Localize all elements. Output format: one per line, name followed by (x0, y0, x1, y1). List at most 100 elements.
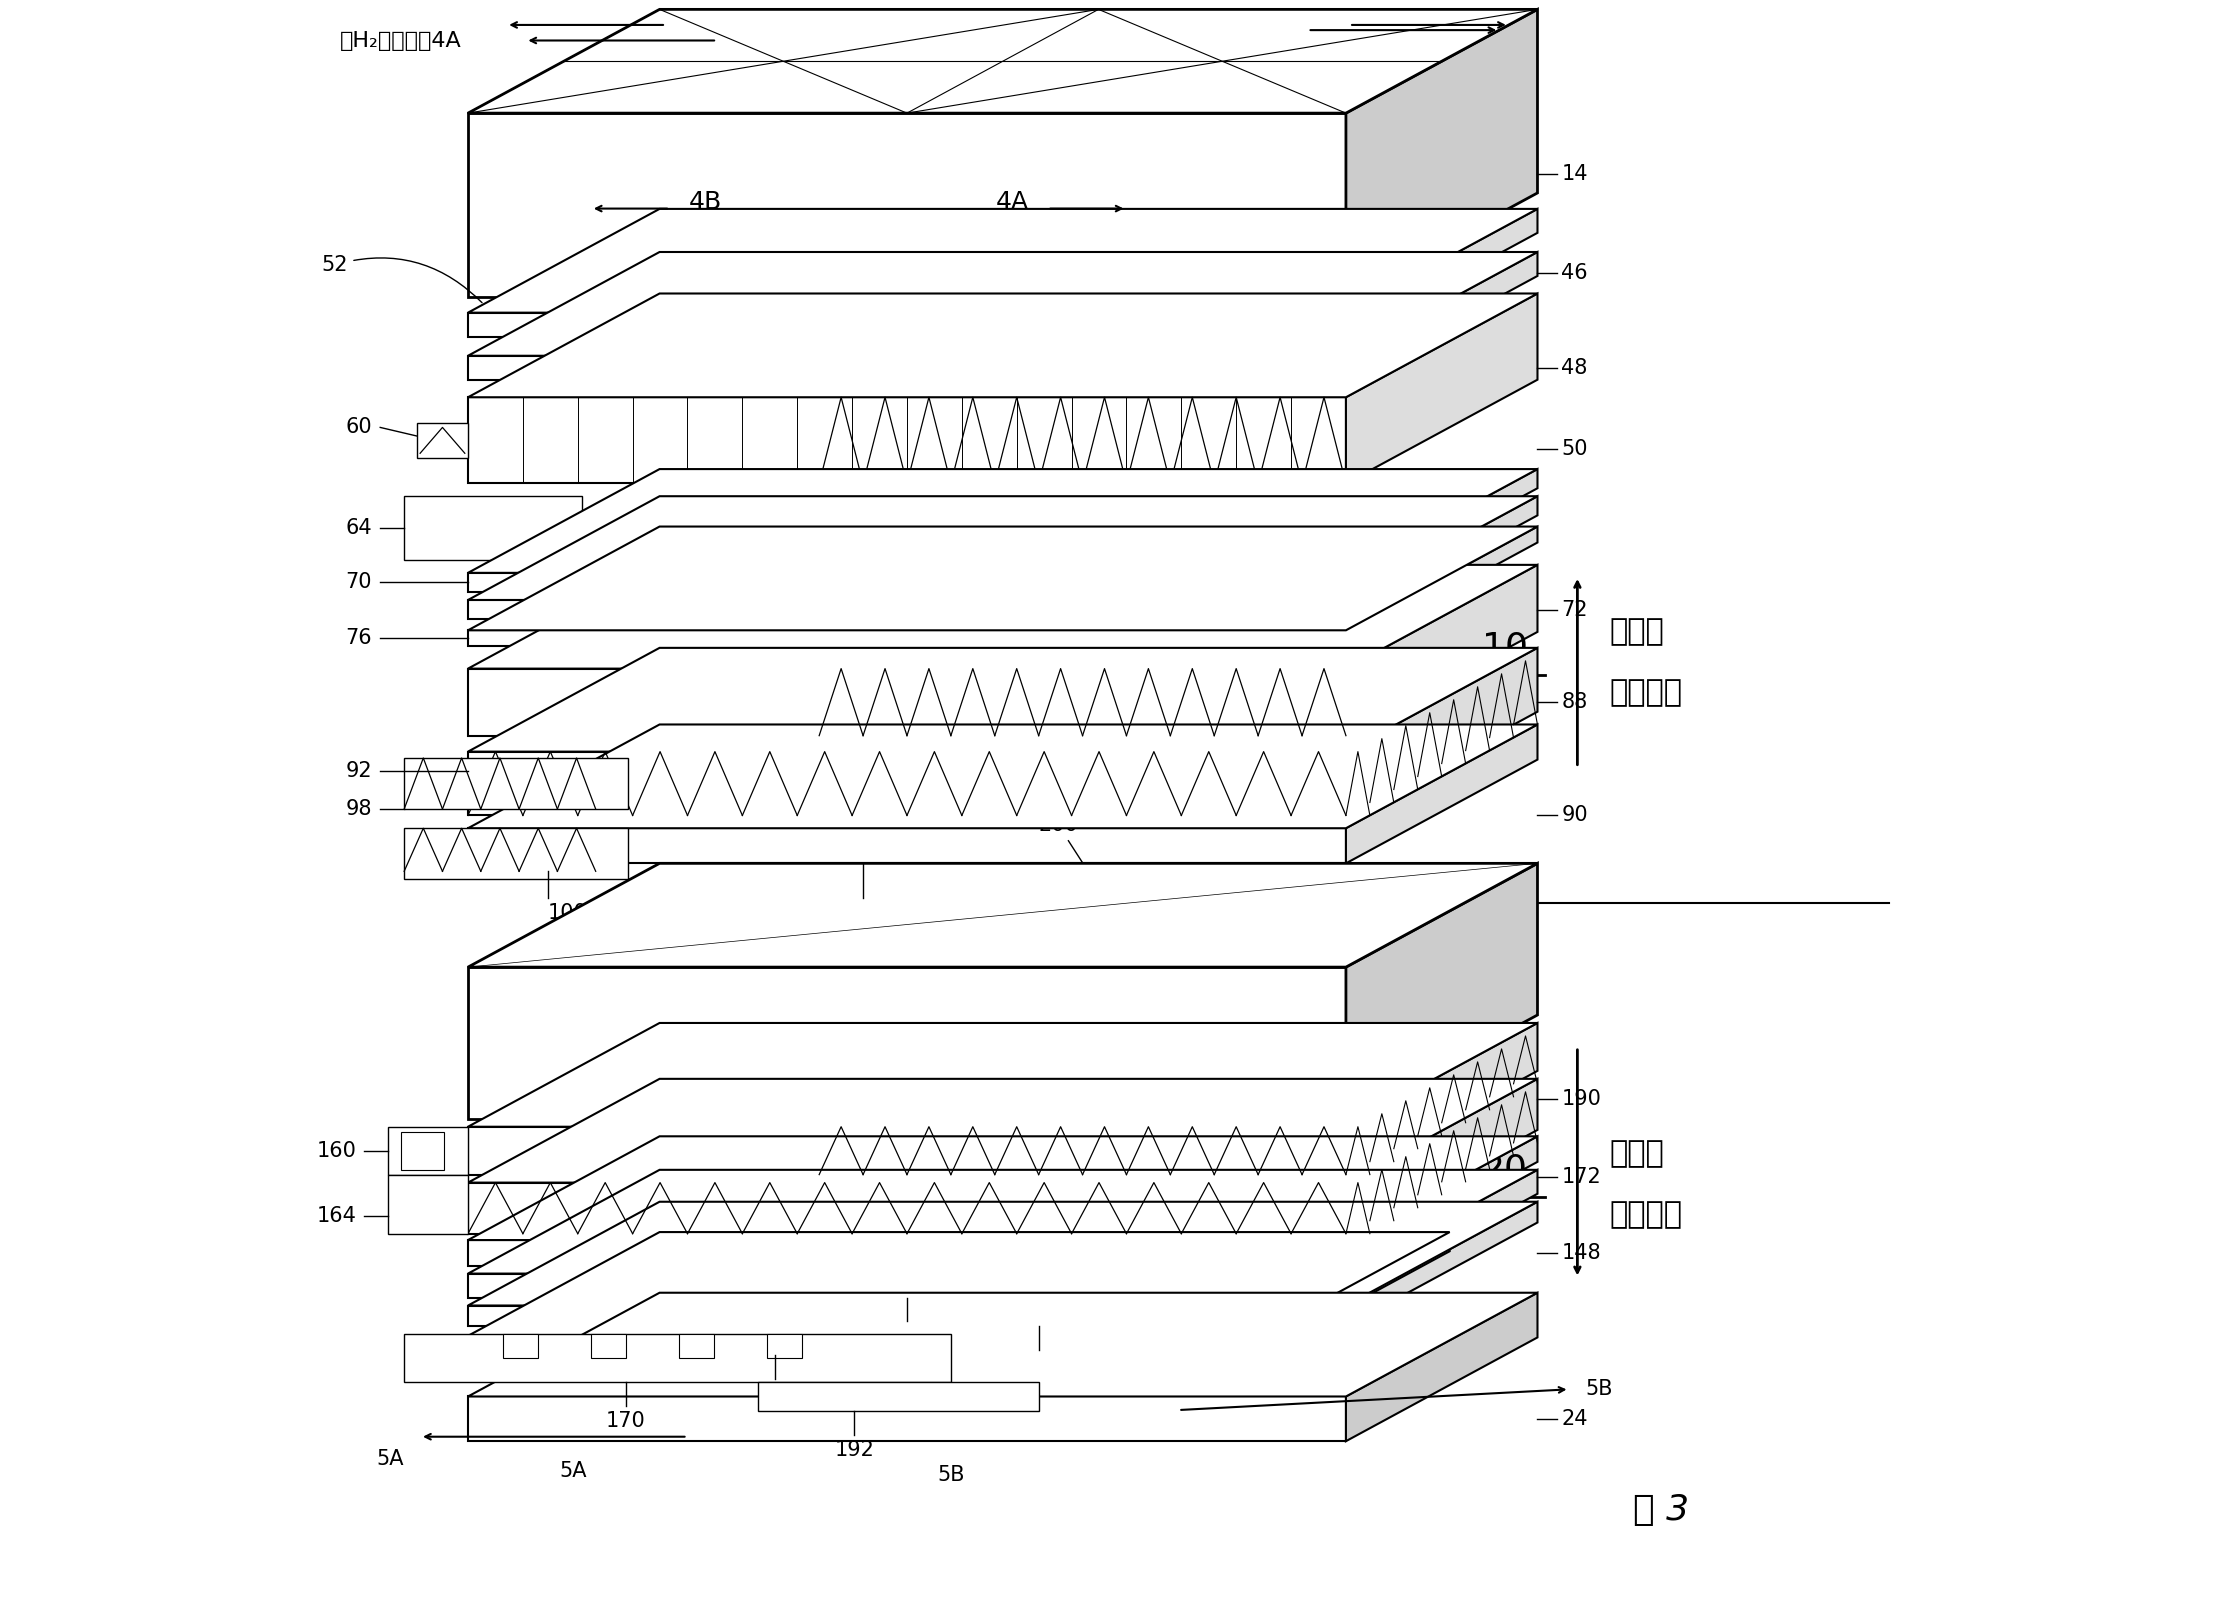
Polygon shape (467, 355, 1346, 379)
Polygon shape (387, 1175, 467, 1234)
Text: 190: 190 (1562, 1089, 1602, 1108)
Polygon shape (467, 1241, 1346, 1265)
Polygon shape (783, 496, 837, 560)
Polygon shape (405, 828, 628, 879)
Polygon shape (467, 1183, 1346, 1234)
Polygon shape (467, 1273, 1346, 1297)
Polygon shape (1346, 1137, 1538, 1265)
Polygon shape (405, 758, 628, 809)
Text: （H₂的流动）4A: （H₂的流动）4A (341, 32, 463, 51)
Text: 20: 20 (1483, 1153, 1527, 1186)
Polygon shape (467, 724, 1538, 828)
Text: 98: 98 (345, 800, 372, 819)
Polygon shape (1346, 10, 1538, 297)
Polygon shape (467, 397, 1346, 483)
Polygon shape (467, 1137, 1538, 1241)
Polygon shape (467, 1202, 1538, 1305)
Polygon shape (679, 1334, 715, 1358)
Polygon shape (1346, 1023, 1538, 1175)
Polygon shape (1346, 253, 1538, 379)
Polygon shape (405, 496, 626, 560)
Polygon shape (1346, 469, 1538, 592)
Polygon shape (467, 600, 1346, 619)
Text: 88: 88 (1562, 692, 1587, 712)
Text: 5B: 5B (1585, 1380, 1613, 1399)
Polygon shape (467, 648, 1538, 752)
Polygon shape (1346, 1079, 1538, 1234)
Polygon shape (467, 828, 1346, 863)
Polygon shape (1346, 209, 1538, 337)
Text: 50: 50 (1562, 440, 1589, 459)
Polygon shape (1346, 863, 1538, 1119)
Polygon shape (467, 1023, 1538, 1127)
Text: 48: 48 (1562, 358, 1587, 377)
Polygon shape (467, 1170, 1538, 1273)
Polygon shape (757, 1382, 1038, 1410)
Polygon shape (1346, 564, 1538, 736)
Polygon shape (467, 1396, 1346, 1441)
Polygon shape (387, 1127, 467, 1175)
Text: 5B: 5B (936, 1465, 965, 1485)
Text: 64: 64 (345, 518, 372, 539)
Text: 86: 86 (850, 903, 876, 923)
Text: 电池组件: 电池组件 (1609, 678, 1682, 707)
Polygon shape (1346, 648, 1538, 815)
Text: 172: 172 (1562, 1167, 1602, 1186)
Text: 10: 10 (1483, 632, 1527, 665)
Text: 152: 152 (755, 1383, 794, 1404)
Text: 60: 60 (345, 417, 372, 438)
Text: 150: 150 (887, 1326, 927, 1346)
Polygon shape (467, 1233, 1450, 1335)
Polygon shape (467, 1079, 1538, 1183)
Polygon shape (1346, 294, 1538, 483)
Text: 52: 52 (321, 254, 482, 302)
Polygon shape (467, 967, 1346, 1119)
Polygon shape (1346, 1170, 1538, 1297)
Polygon shape (907, 496, 960, 560)
Polygon shape (467, 253, 1538, 355)
Polygon shape (467, 564, 1538, 668)
Polygon shape (1259, 1233, 1450, 1354)
Text: 100: 100 (549, 903, 589, 923)
Text: （O₂的流动）: （O₂的流动） (1011, 32, 1104, 51)
Text: 164: 164 (316, 1206, 356, 1226)
Polygon shape (467, 752, 1346, 815)
Text: 24: 24 (1562, 1409, 1589, 1430)
Polygon shape (467, 496, 1538, 600)
Polygon shape (1346, 526, 1538, 646)
Text: 4B: 4B (1177, 64, 1208, 83)
Polygon shape (467, 114, 1346, 297)
Text: 正极端: 正极端 (1609, 617, 1664, 646)
Text: 146: 146 (1018, 1354, 1058, 1375)
Polygon shape (502, 1334, 538, 1358)
Polygon shape (467, 526, 1538, 630)
Polygon shape (591, 1334, 626, 1358)
Polygon shape (467, 10, 1538, 114)
Polygon shape (1346, 496, 1538, 619)
Text: 72: 72 (1562, 600, 1589, 619)
Text: 200: 200 (1038, 815, 1109, 902)
Polygon shape (405, 1334, 952, 1382)
Polygon shape (467, 1305, 1346, 1326)
Text: 46: 46 (1562, 262, 1589, 283)
Text: 14: 14 (1562, 163, 1589, 184)
Polygon shape (467, 1335, 1259, 1354)
Text: 图 3: 图 3 (1633, 1493, 1689, 1527)
Polygon shape (467, 469, 1538, 572)
Text: 负极端: 负极端 (1609, 1140, 1664, 1169)
Polygon shape (1346, 1292, 1538, 1441)
Text: 90: 90 (1562, 804, 1589, 825)
Polygon shape (1346, 724, 1538, 863)
Text: 170: 170 (606, 1410, 646, 1431)
Text: 92: 92 (345, 761, 372, 780)
Polygon shape (467, 630, 1346, 646)
Text: 5A: 5A (376, 1449, 405, 1469)
Text: 148: 148 (1562, 1242, 1600, 1263)
Text: 70: 70 (345, 572, 372, 592)
Polygon shape (467, 1127, 1346, 1175)
Polygon shape (467, 294, 1538, 397)
Polygon shape (467, 668, 1346, 736)
Polygon shape (467, 863, 1538, 967)
Text: 160: 160 (316, 1140, 356, 1161)
Polygon shape (401, 1132, 445, 1170)
